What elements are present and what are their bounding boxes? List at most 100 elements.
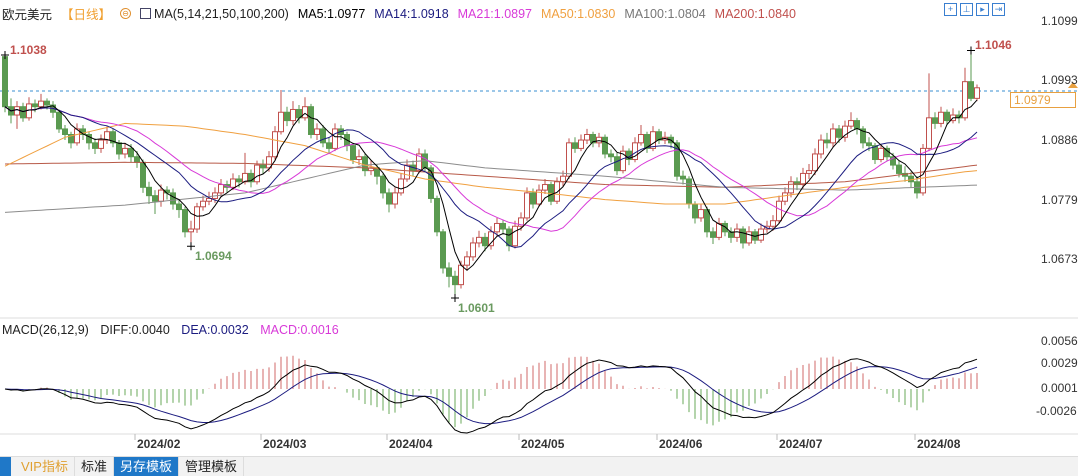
period-label[interactable]: 【日线】	[61, 8, 112, 22]
symbol-label: 欧元美元	[2, 8, 53, 22]
macd-name: MACD(26,12,9)	[2, 323, 89, 337]
date-tick: 2024/08	[917, 437, 961, 451]
candle-down	[614, 156, 620, 172]
high-annotation: 1.1046	[975, 38, 1012, 52]
candle-up	[650, 131, 656, 149]
candle-down	[440, 231, 446, 269]
candle-up	[314, 128, 320, 135]
macd-tick: 0.0056	[1041, 334, 1078, 348]
template-tabs: VIP指标 标准 另存模板 管理模板	[0, 456, 1078, 476]
candle-up	[494, 222, 500, 233]
candle-down	[2, 56, 8, 108]
dea-value: DEA:0.0032	[181, 323, 249, 337]
ma100-value: MA100:1.0804	[624, 6, 706, 21]
candle-down	[56, 111, 62, 130]
candle-up	[470, 242, 476, 258]
tab-indicator-block	[0, 457, 11, 476]
candle-up	[254, 164, 260, 183]
candle-up	[776, 200, 782, 222]
candle-down	[248, 172, 254, 183]
date-tick: 2024/05	[521, 437, 565, 451]
candle-down	[824, 139, 830, 144]
candle-down	[20, 106, 26, 119]
ma5-value: MA5:1.0977	[297, 6, 366, 21]
candle-down	[908, 175, 914, 183]
high-annotation: 1.1038	[10, 43, 47, 57]
ma50-value: MA50:1.0830	[541, 6, 616, 21]
candle-down	[686, 178, 692, 205]
candle-up	[638, 133, 644, 144]
range-icon[interactable]: ⊥	[960, 3, 973, 16]
candle-up	[800, 172, 806, 186]
candle-down	[386, 192, 392, 205]
tab-standard[interactable]: 标准	[75, 457, 114, 476]
candle-up	[716, 222, 722, 238]
candle-down	[308, 106, 314, 135]
macd-tick: 0.0029	[1041, 356, 1078, 370]
ma-legend: 欧元美元 【日线】 ⊖ MA(5,14,21,50,100,200) MA5:1…	[2, 4, 805, 23]
ma5-line	[4, 99, 978, 271]
tab-save-template[interactable]: 另存模板	[113, 457, 179, 476]
candle-up	[476, 236, 482, 244]
candle-up	[188, 228, 194, 233]
candle-up	[698, 209, 704, 219]
extreme-marker	[1, 50, 9, 59]
candle-up	[416, 153, 422, 172]
candle-up	[392, 192, 398, 205]
candle-down	[872, 145, 878, 161]
candle-down	[590, 133, 596, 144]
settings-circle-icon[interactable]: ⊖	[120, 8, 132, 19]
candle-down	[152, 195, 158, 202]
candle-down	[860, 128, 866, 144]
candle-up	[98, 139, 104, 149]
price-tick: 1.0779	[1041, 193, 1078, 207]
candle-down	[380, 175, 386, 194]
macd-value: MACD:0.0016	[260, 323, 339, 337]
crosshair-icon[interactable]: +	[944, 3, 957, 16]
indicator-chart-icon[interactable]	[140, 8, 152, 19]
candle-up	[272, 131, 278, 158]
candle-up	[926, 117, 932, 149]
candle-up	[518, 217, 524, 227]
candle-up	[560, 175, 566, 183]
ma14-value: MA14:1.0918	[374, 6, 449, 21]
date-tick: 2024/04	[389, 437, 433, 451]
ma200-line	[4, 161, 978, 188]
candle-down	[134, 156, 140, 163]
macd-legend: MACD(26,12,9) DIFF:0.0040 DEA:0.0032 MAC…	[2, 323, 347, 337]
extreme-marker	[967, 46, 975, 55]
candle-up	[194, 206, 200, 230]
candle-down	[506, 228, 512, 247]
candle-up	[974, 87, 980, 99]
extreme-marker	[451, 293, 459, 302]
candle-down	[740, 228, 746, 244]
candle-up	[524, 192, 530, 219]
step-icon[interactable]: ▸	[976, 3, 989, 16]
end-icon[interactable]: ⇥	[992, 3, 1005, 16]
candle-down	[968, 81, 974, 99]
candle-down	[350, 145, 356, 161]
last-price-tag: 1.0979	[1010, 92, 1076, 108]
candle-down	[548, 184, 554, 202]
candle-up	[356, 156, 362, 161]
candle-up	[512, 225, 518, 247]
date-tick: 2024/06	[659, 437, 703, 451]
candle-down	[890, 156, 896, 166]
candle-up	[620, 150, 626, 172]
candle-down	[116, 142, 122, 155]
candle-down	[434, 197, 440, 233]
candle-down	[92, 142, 98, 149]
ma200-value: MA200:1.0840	[714, 6, 796, 21]
candle-down	[602, 136, 608, 155]
candle-down	[428, 167, 434, 199]
candle-up	[578, 139, 584, 149]
candle-down	[176, 203, 182, 211]
candle-down	[260, 164, 266, 169]
candle-down	[530, 192, 536, 205]
date-tick: 2024/03	[263, 437, 307, 451]
tab-vip-indicators[interactable]: VIP指标	[15, 457, 75, 476]
candle-up	[830, 128, 836, 144]
chart-toolbar: + ⊥ ▸ ⇥	[944, 3, 1005, 16]
tab-manage-template[interactable]: 管理模板	[179, 457, 245, 476]
